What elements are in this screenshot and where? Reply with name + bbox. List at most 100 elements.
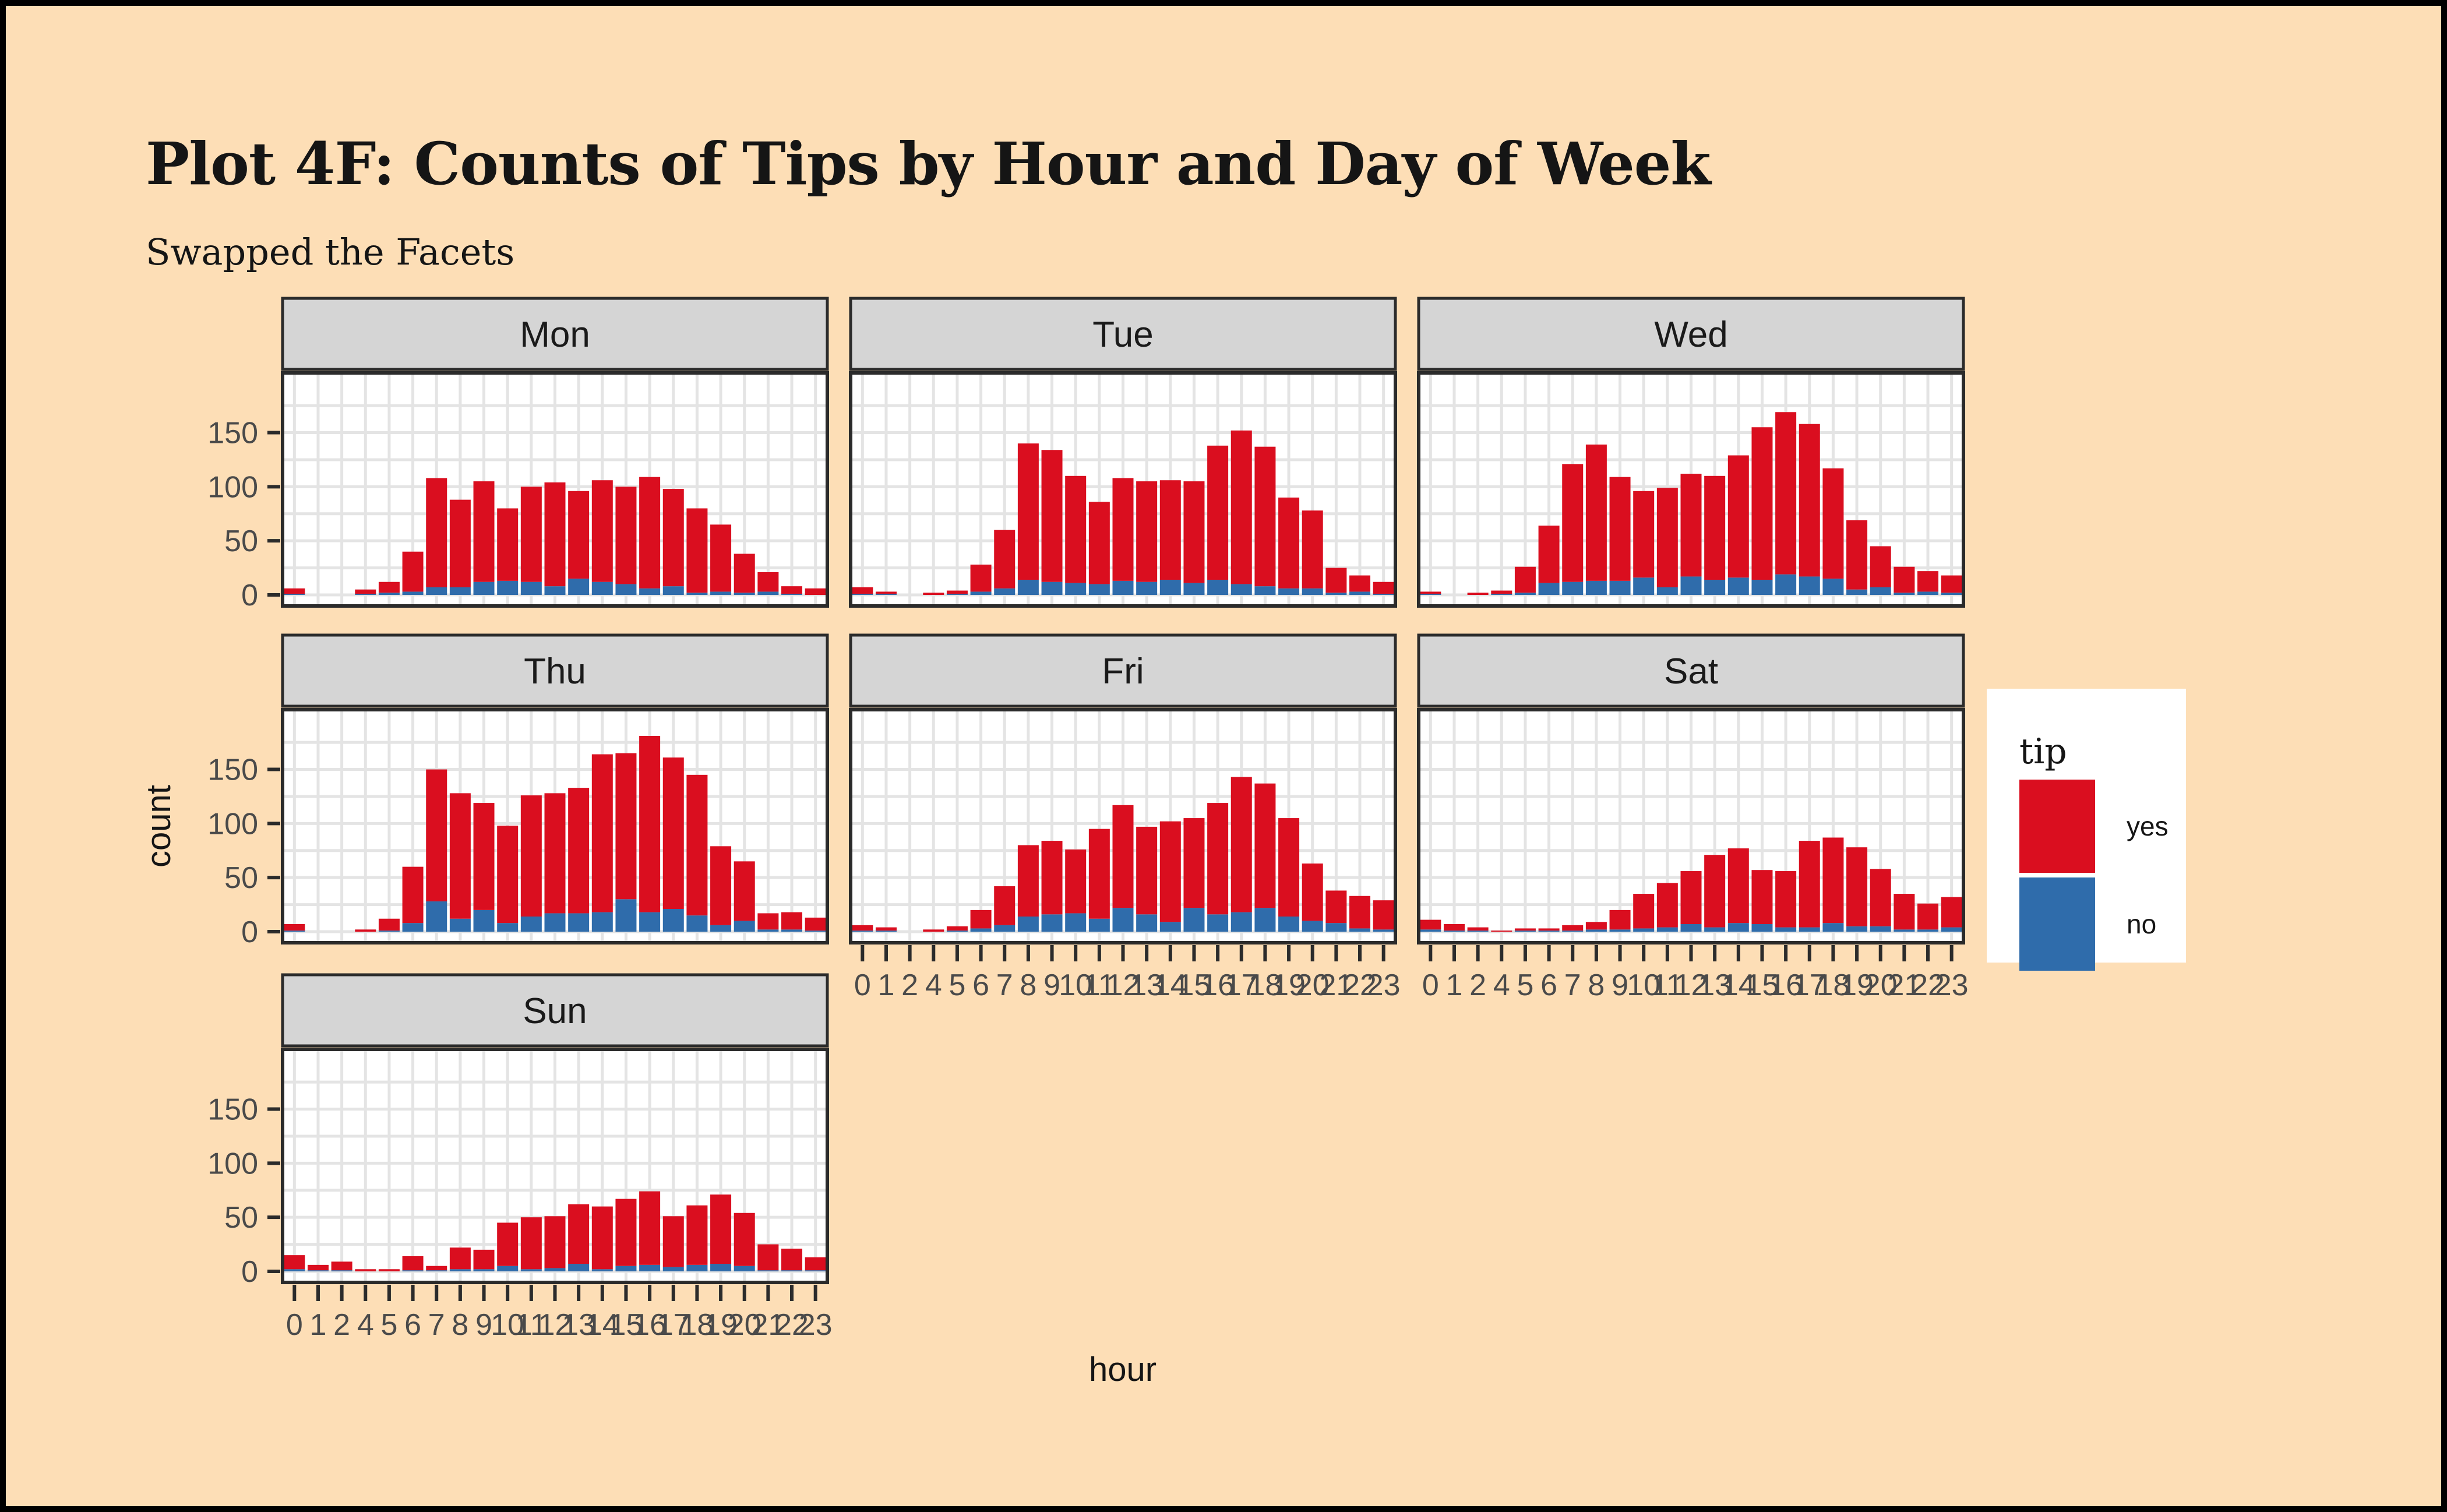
bar-segment-no bbox=[473, 581, 495, 595]
bar-segment-no bbox=[1017, 917, 1039, 932]
x-tick-label: 22 bbox=[1343, 968, 1377, 1002]
bar-segment-no bbox=[1751, 580, 1773, 595]
bar-segment-no bbox=[1207, 914, 1229, 932]
bar-segment-no bbox=[591, 912, 613, 932]
bar-segment-no bbox=[686, 593, 708, 595]
bar-segment-yes bbox=[1420, 591, 1441, 594]
x-tick-label: 20 bbox=[728, 1308, 761, 1342]
bar-segment-yes bbox=[1207, 445, 1229, 580]
bar-segment-yes bbox=[662, 489, 684, 587]
bar-segment-no bbox=[710, 925, 732, 932]
bar-segment-no bbox=[1609, 929, 1631, 932]
bar-segment-no bbox=[615, 1266, 637, 1271]
bar-segment-no bbox=[520, 1269, 542, 1271]
x-tick-label: 15 bbox=[609, 1308, 643, 1342]
bar-segment-no bbox=[639, 588, 661, 595]
bar-segment-yes bbox=[1088, 502, 1110, 584]
x-tick-label: 12 bbox=[1674, 968, 1708, 1002]
x-tick-label: 5 bbox=[1517, 968, 1533, 1002]
bar-segment-yes bbox=[378, 581, 400, 593]
bar-segment-no bbox=[1183, 583, 1205, 595]
bar-segment-no bbox=[1894, 593, 1915, 595]
bar-segment-no bbox=[757, 591, 779, 595]
bar-segment-no bbox=[1846, 926, 1868, 932]
bar-segment-no bbox=[1870, 587, 1891, 595]
bar-segment-yes bbox=[710, 1194, 732, 1264]
legend-label-yes: yes bbox=[2127, 811, 2169, 841]
bar-segment-yes bbox=[284, 588, 305, 594]
x-tick-label: 18 bbox=[1248, 968, 1282, 1002]
y-tick-label: 100 bbox=[207, 470, 258, 504]
bar-segment-no bbox=[1278, 917, 1300, 932]
facet-strip bbox=[849, 633, 1397, 708]
x-tick-label: 4 bbox=[1493, 968, 1510, 1002]
bar-segment-yes bbox=[1751, 427, 1773, 580]
bar-segment-yes bbox=[781, 1249, 803, 1271]
bar-segment-no bbox=[1799, 927, 1820, 932]
bar-segment-no bbox=[1325, 923, 1347, 932]
legend-title: tip bbox=[2019, 731, 2067, 772]
bar-segment-yes bbox=[307, 1264, 329, 1271]
bar-segment-no bbox=[946, 931, 968, 932]
x-tick-label: 8 bbox=[1020, 968, 1036, 1002]
x-tick-label: 6 bbox=[1540, 968, 1557, 1002]
x-tick-label: 5 bbox=[380, 1308, 397, 1342]
bar-segment-no bbox=[1491, 594, 1512, 595]
bar-segment-no bbox=[1514, 931, 1536, 932]
bar-segment-no bbox=[1775, 574, 1797, 595]
bar-segment-no bbox=[1775, 927, 1797, 932]
facet-strip-label: Sat bbox=[1664, 651, 1718, 692]
bar-segment-no bbox=[1609, 580, 1631, 595]
bar-segment-yes bbox=[402, 1256, 424, 1271]
bar-segment-yes bbox=[1538, 526, 1560, 583]
bar-segment-yes bbox=[520, 795, 542, 917]
bar-segment-no bbox=[1727, 923, 1749, 932]
bar-segment-yes bbox=[1136, 481, 1158, 582]
y-tick-label: 150 bbox=[207, 417, 258, 450]
bar-segment-yes bbox=[1325, 890, 1347, 924]
bar-segment-no bbox=[1373, 929, 1394, 932]
bar-segment-no bbox=[1254, 908, 1276, 932]
bar-segment-yes bbox=[970, 565, 992, 592]
bar-segment-no bbox=[307, 1270, 329, 1271]
bar-segment-yes bbox=[497, 508, 519, 581]
bar-segment-no bbox=[994, 925, 1016, 932]
bar-segment-no bbox=[497, 580, 519, 595]
bar-segment-yes bbox=[1822, 468, 1844, 579]
bar-segment-no bbox=[1254, 586, 1276, 595]
bar-segment-no bbox=[1562, 581, 1584, 595]
bar-segment-yes bbox=[615, 753, 637, 900]
bar-segment-no bbox=[1136, 914, 1158, 932]
bar-segment-yes bbox=[1870, 869, 1891, 926]
bar-segment-no bbox=[1088, 918, 1110, 932]
bar-segment-no bbox=[1088, 584, 1110, 595]
bar-segment-no bbox=[1325, 593, 1347, 595]
bar-segment-no bbox=[1467, 931, 1489, 932]
facet-grid: Mon 0 50 100 150 Tue Wed Thu 0 50 100 150 Fri 0 1 2 4 5 6 7… bbox=[6, 6, 2441, 1506]
panel-border bbox=[849, 371, 1397, 608]
chart-subtitle: Swapped the Facets bbox=[146, 231, 515, 273]
bar-segment-yes bbox=[1302, 510, 1323, 588]
bar-segment-no bbox=[1751, 924, 1773, 932]
panel-border bbox=[281, 708, 829, 944]
panel-border bbox=[281, 1048, 829, 1284]
bar-segment-no bbox=[1704, 927, 1726, 932]
bar-segment-yes bbox=[1894, 894, 1915, 930]
bar-segment-no bbox=[378, 593, 400, 595]
bar-segment-yes bbox=[1585, 444, 1607, 581]
x-tick-label: 19 bbox=[704, 1308, 738, 1342]
bar-segment-no bbox=[1680, 576, 1702, 595]
bar-segment-no bbox=[639, 912, 661, 932]
x-tick-label: 19 bbox=[1840, 968, 1874, 1002]
bar-segment-yes bbox=[639, 1191, 661, 1265]
x-tick-label: 8 bbox=[452, 1308, 468, 1342]
facet-panel bbox=[281, 371, 829, 608]
x-tick-label: 16 bbox=[1201, 968, 1235, 1002]
bar-segment-no bbox=[1633, 928, 1655, 932]
bar-segment-yes bbox=[1467, 593, 1489, 595]
bar-segment-no bbox=[1538, 931, 1560, 932]
bar-segment-no bbox=[1680, 924, 1702, 932]
bar-segment-no bbox=[662, 586, 684, 595]
facet-panel bbox=[1417, 371, 1965, 608]
